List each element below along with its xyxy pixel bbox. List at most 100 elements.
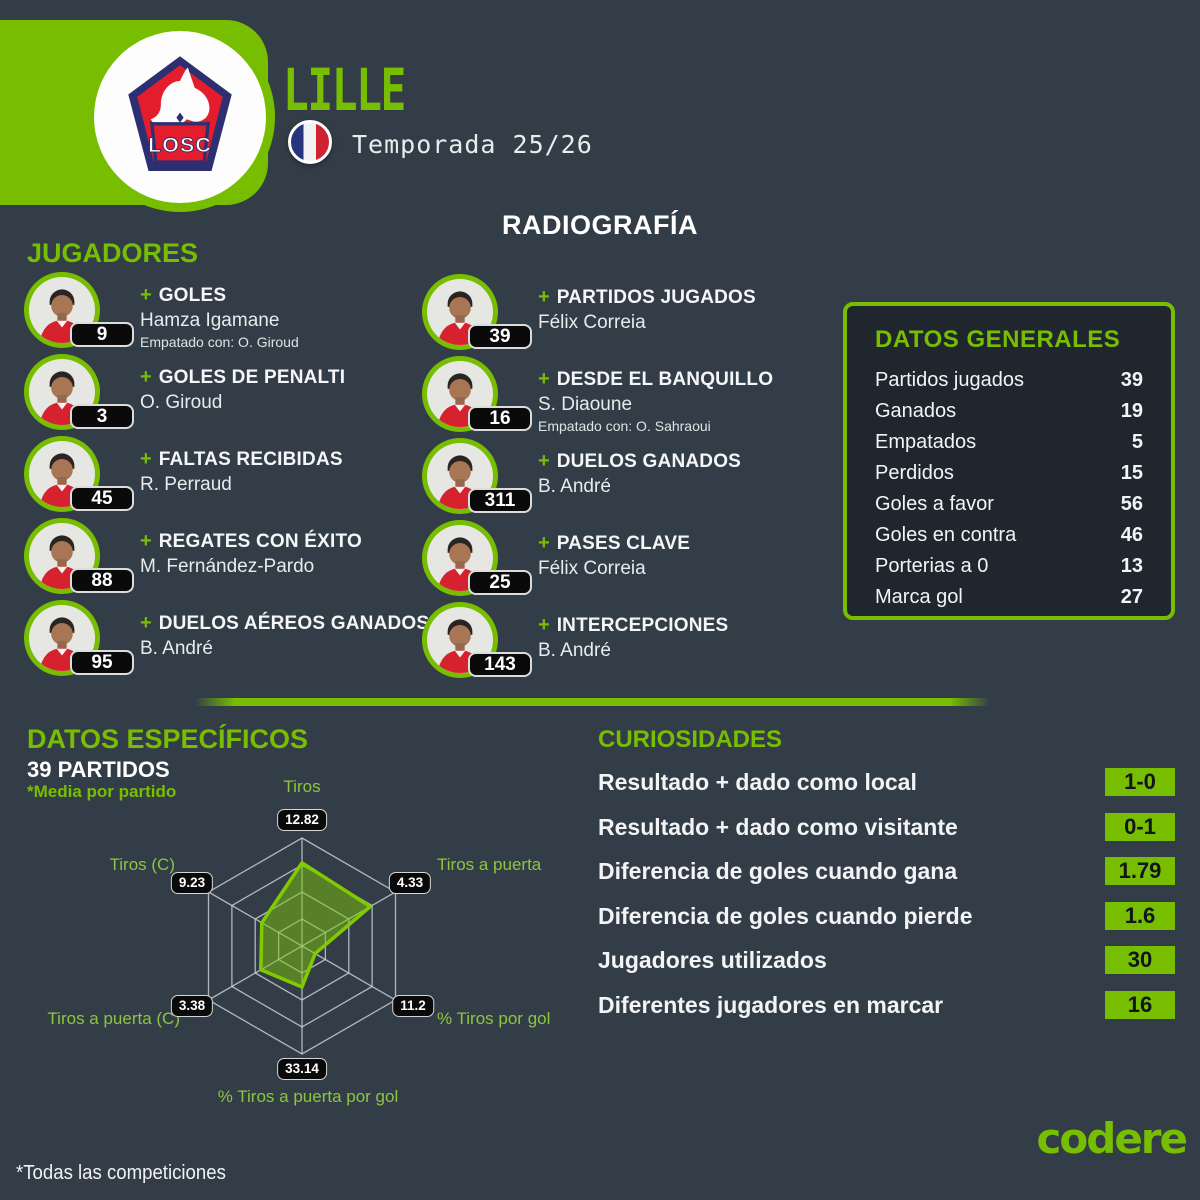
- general-row: Partidos jugados 39: [875, 370, 1143, 391]
- general-label: Marca gol: [875, 586, 963, 608]
- general-row: Empatados 5: [875, 432, 1143, 453]
- player-name: R. Perraud: [140, 474, 232, 495]
- stat-label: PARTIDOS JUGADOS: [556, 287, 756, 308]
- team-name: LILLE: [283, 56, 406, 124]
- radar-axis-label: % Tiros a puerta por gol: [217, 1087, 399, 1106]
- plus-icon: +: [538, 532, 550, 554]
- player-name: B. André: [538, 476, 611, 497]
- plus-icon: +: [140, 612, 152, 634]
- plus-icon: +: [140, 530, 152, 552]
- radar-axis-label: Tiros a puerta (C): [47, 1009, 180, 1028]
- stat-value-badge: 143: [468, 652, 532, 677]
- stat-label: REGATES CON ÉXITO: [158, 531, 362, 552]
- general-value: 39: [1120, 369, 1143, 391]
- stat-value-badge: 16: [468, 406, 532, 431]
- curiosity-value-chip: 16: [1105, 990, 1175, 1019]
- plus-icon: +: [538, 368, 550, 390]
- radar-value-badge: 9.23: [170, 872, 214, 894]
- curiosities-title: CURIOSIDADES: [598, 726, 783, 753]
- player-stat-row: 95 + DUELOS AÉREOS GANADOS B. André: [24, 600, 429, 680]
- plus-icon: +: [140, 448, 152, 470]
- stat-value-badge: 95: [70, 650, 134, 675]
- stat-note: Empatado con: O. Sahraoui: [538, 418, 711, 434]
- player-name: M. Fernández-Pardo: [140, 556, 315, 577]
- player-stat-row: 25 + PASES CLAVE Félix Correia: [422, 520, 822, 600]
- radar-svg: [207, 837, 397, 1055]
- radar-axis-label: Tiros (C): [109, 855, 175, 874]
- curiosity-row: Diferentes jugadores en marcar 16: [598, 990, 1175, 1019]
- page-title: RADIOGRAFÍA: [502, 210, 698, 240]
- stat-value-badge: 3: [70, 404, 134, 429]
- player-stat-row: 45 + FALTAS RECIBIDAS R. Perraud: [24, 436, 424, 516]
- radar-axis-label: Tiros a puerta: [437, 855, 542, 874]
- curiosity-label: Resultado + dado como local: [598, 769, 917, 795]
- general-label: Perdidos: [875, 462, 954, 484]
- curiosity-row: Diferencia de goles cuando pierde 1.6: [598, 901, 1175, 930]
- curiosity-label: Diferencia de goles cuando gana: [598, 858, 958, 884]
- general-value: 56: [1120, 493, 1143, 515]
- curiosity-value-chip: 30: [1105, 946, 1175, 974]
- curiosity-value-chip: 1-0: [1105, 768, 1175, 796]
- stat-label: PASES CLAVE: [556, 533, 691, 554]
- radar-value-badge: 11.2: [392, 995, 434, 1017]
- player-name: Félix Correia: [538, 312, 646, 333]
- curiosity-row: Jugadores utilizados 30: [598, 946, 1175, 974]
- general-label: Ganados: [875, 400, 957, 422]
- general-row: Goles en contra 46: [875, 525, 1143, 546]
- general-row: Ganados 19: [875, 401, 1143, 422]
- plus-icon: +: [140, 284, 152, 306]
- matches-count-label: 39 PARTIDOS: [27, 757, 170, 782]
- radar-axis-label: Tiros: [283, 777, 321, 796]
- general-label: Empatados: [875, 431, 977, 453]
- plus-icon: +: [538, 614, 550, 636]
- general-value: 46: [1120, 524, 1143, 546]
- curiosity-value-chip: 1.6: [1105, 901, 1175, 930]
- curiosities-list: Resultado + dado como local 1-0 Resultado…: [598, 768, 1175, 1019]
- stat-label: GOLES: [158, 285, 227, 306]
- player-stat-row: 9 + GOLES Hamza Igamane Empatado con: O. …: [24, 272, 424, 352]
- stat-note: Empatado con: O. Giroud: [140, 334, 299, 350]
- general-value: 5: [1131, 431, 1143, 453]
- section-divider: [195, 698, 990, 706]
- curiosity-label: Diferentes jugadores en marcar: [598, 991, 944, 1018]
- player-name: Félix Correia: [538, 558, 646, 579]
- general-row: Perdidos 15: [875, 463, 1143, 484]
- stat-value-badge: 311: [468, 488, 532, 513]
- general-value: 27: [1120, 586, 1143, 608]
- radar-value-badge: 12.82: [277, 809, 327, 831]
- player-name: B. André: [538, 640, 611, 661]
- general-label: Partidos jugados: [875, 369, 1024, 391]
- curiosity-value-chip: 1.79: [1105, 857, 1175, 885]
- specific-section-title: DATOS ESPECÍFICOS: [27, 724, 309, 754]
- plus-icon: +: [538, 450, 550, 472]
- stat-value-badge: 9: [70, 322, 134, 347]
- general-row: Marca gol 27: [875, 587, 1143, 608]
- stat-label: GOLES DE PENALTI: [158, 367, 346, 388]
- flag-france-icon: [288, 120, 332, 164]
- general-data-panel: DATOS GENERALES Partidos jugados 39 Ganad…: [843, 302, 1175, 620]
- player-name: Hamza Igamane: [140, 310, 280, 331]
- general-value: 13: [1120, 555, 1143, 577]
- stat-value-badge: 88: [70, 568, 134, 593]
- curiosity-label: Jugadores utilizados: [598, 947, 827, 973]
- svg-text:LOSC: LOSC: [148, 133, 212, 157]
- curiosity-row: Diferencia de goles cuando gana 1.79: [598, 857, 1175, 885]
- codere-logo: codere: [1036, 1114, 1188, 1163]
- general-value: 19: [1120, 400, 1143, 422]
- general-label: Goles a favor: [875, 493, 994, 515]
- general-label: Porterias a 0: [875, 555, 989, 577]
- season-label: Temporada 25/26: [352, 130, 593, 159]
- stat-label: INTERCEPCIONES: [556, 615, 729, 636]
- stat-label: DUELOS AÉREOS GANADOS: [158, 613, 430, 634]
- per-match-note: *Media por partido: [27, 782, 177, 801]
- player-stat-row: 39 + PARTIDOS JUGADOS Félix Correia: [422, 274, 822, 354]
- general-row: Goles a favor 56: [875, 494, 1143, 515]
- radar-value-badge: 3.38: [170, 995, 214, 1017]
- radar-chart: Tiros Tiros a puerta % Tiros por gol % T…: [20, 755, 580, 1130]
- curiosity-row: Resultado + dado como visitante 0-1: [598, 812, 1175, 841]
- stat-value-badge: 25: [468, 570, 532, 595]
- player-stat-row: 311 + DUELOS GANADOS B. André: [422, 438, 822, 518]
- player-name: B. André: [140, 638, 213, 659]
- footer-note: *Todas las competiciones: [16, 1162, 226, 1184]
